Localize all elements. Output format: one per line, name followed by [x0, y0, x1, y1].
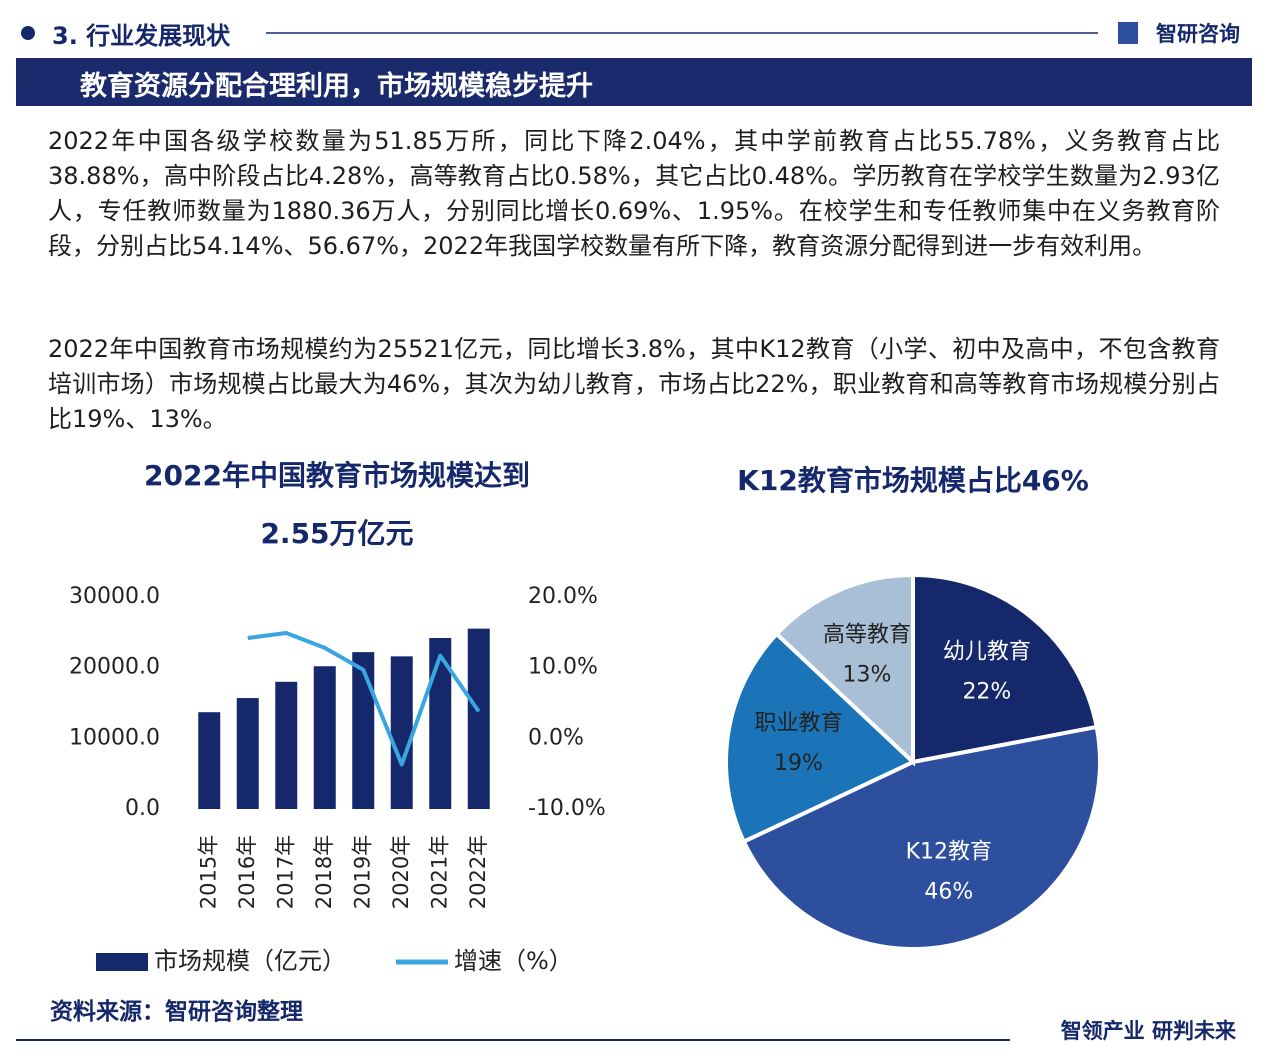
pie-slice: [911, 572, 1100, 765]
y2-tick-label: 10.0%: [528, 655, 598, 680]
chart-title: K12教育市场规模占比46%: [737, 464, 1089, 497]
footer: 智领产业 研判未来: [1060, 1019, 1236, 1043]
bar: [236, 698, 259, 809]
x-tick-label: 2015年: [196, 835, 220, 909]
y2-tick-label: 0.0%: [528, 725, 584, 750]
bar: [352, 652, 375, 809]
bullet: [21, 26, 35, 40]
logo-icon: [1118, 22, 1138, 44]
y-tick-label: 0.0: [125, 796, 160, 821]
pie-slice: [773, 572, 915, 767]
x-tick-label: 2017年: [273, 835, 297, 909]
slice-label: 职业教育: [754, 711, 842, 736]
growth-line: [247, 631, 481, 767]
x-tick-label: 2020年: [389, 835, 413, 909]
brand: 智研咨询: [1156, 22, 1240, 46]
x-tick-label: 2018年: [312, 835, 336, 909]
pie-slice: [724, 631, 917, 845]
bar: [275, 681, 298, 809]
x-tick-label: 2022年: [466, 835, 490, 909]
slice-label: K12教育: [906, 839, 992, 864]
slice-value: 46%: [924, 879, 973, 904]
slice-label: 幼儿教育: [943, 640, 1031, 665]
y2-tick-label: -10.0%: [528, 796, 606, 821]
slice-value: 13%: [843, 663, 892, 688]
banner-title: 教育资源分配合理利用，市场规模稳步提升: [80, 71, 593, 102]
bar: [313, 666, 336, 809]
pie-slice: [741, 724, 1102, 951]
paragraph: 2022年中国各级学校数量为51.85万所，同比下降2.04%，其中学前教育占比…: [48, 127, 1220, 260]
bar: [390, 656, 413, 809]
legend-label: 增速（%）: [454, 947, 573, 975]
legend-swatch: [96, 953, 148, 971]
legend-label: 市场规模（亿元）: [154, 947, 346, 975]
chart-title: 2.55万亿元: [260, 517, 413, 550]
y-tick-label: 10000.0: [69, 725, 160, 750]
chart-title: 2022年中国教育市场规模达到: [144, 459, 530, 492]
paragraph: 2022年中国教育市场规模约为25521亿元，同比增长3.8%，其中K12教育（…: [48, 335, 1220, 433]
y-tick-label: 20000.0: [69, 655, 160, 680]
source: 资料来源：智研咨询整理: [50, 999, 303, 1025]
x-tick-label: 2016年: [235, 835, 259, 909]
section-title: 3. 行业发展现状: [52, 22, 231, 50]
y-tick-label: 30000.0: [69, 584, 160, 609]
x-tick-label: 2019年: [350, 835, 374, 909]
slice-value: 22%: [962, 680, 1011, 705]
slice-value: 19%: [774, 751, 823, 776]
y2-tick-label: 20.0%: [528, 584, 598, 609]
slice-label: 高等教育: [823, 623, 911, 648]
banner: [16, 58, 1252, 106]
bar: [429, 637, 452, 809]
bar: [198, 712, 221, 809]
bar: [467, 628, 490, 809]
x-tick-label: 2021年: [427, 835, 451, 909]
